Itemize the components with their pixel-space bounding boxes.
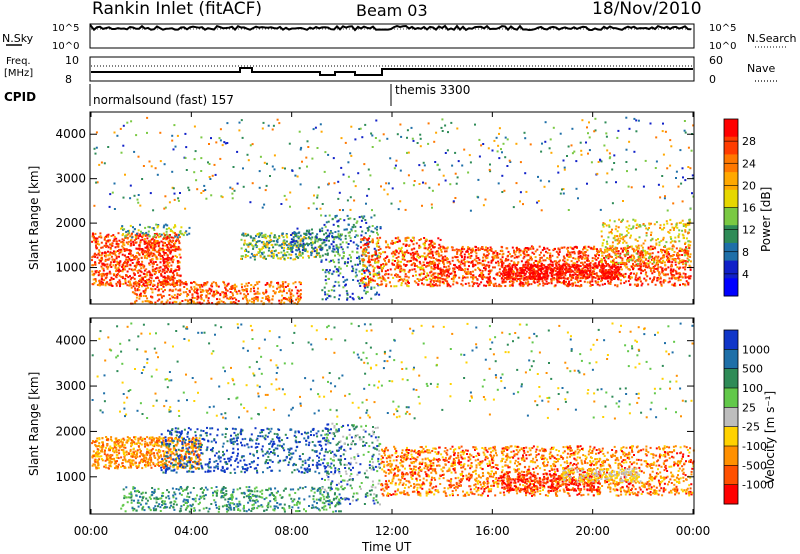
nave-tick-high: 60 [709,54,723,67]
velocity-ylabel: Slant Range [km] [27,372,41,476]
freq-tick-low: 8 [65,73,72,86]
colorbar-swatch [724,426,738,447]
colorbar-swatch [724,119,738,138]
colorbar-swatch [724,260,738,279]
colorbar-tick: 24 [742,157,756,170]
time-axis-label: Time UT [361,540,412,554]
colorbar-swatch [724,407,738,428]
cpid-bar: CPID normalsound (fast) 157 themis 3300 [4,83,470,107]
ytick-label: 4000 [55,334,86,348]
cpid-label: CPID [4,90,36,104]
colorbar-tick: 12 [742,224,756,237]
velocity-panel: 4000 3000 2000 1000 Slant Range [km] [27,317,695,515]
power-ylabel: Slant Range [km] [27,166,41,270]
colorbar-tick: 25 [742,401,756,414]
colorbar-swatch [724,368,738,389]
colorbar-swatch [724,349,738,370]
ytick-label: 3000 [55,379,86,393]
power-colorbar: 28 24 20 16 12 8 4 [723,118,756,297]
sky-noise-panel: N.Sky 10^5 10^0 10^5 10^0 N.Search [2,23,797,52]
ytick-label: 2000 [55,424,86,438]
nave-label: Nave [747,62,775,75]
sky-tick-low: 10^0 [52,41,79,52]
colorbar-tick: 20 [742,179,756,192]
colorbar-swatch [724,484,738,505]
ytick-label: 4000 [55,127,86,141]
velocity-data [91,322,695,513]
ytick-label: 2000 [55,216,86,230]
sky-tick-high: 10^5 [52,23,79,34]
search-tick-high: 10^5 [709,23,736,34]
colorbar-swatch [724,465,738,486]
xtick-label: 04:00 [174,524,209,538]
freq-unit: [MHz] [4,68,33,79]
colorbar-swatch [724,207,738,226]
xtick-label: 20:00 [575,524,610,538]
xtick-label: 00:00 [74,524,109,538]
colorbar-tick: 28 [742,135,756,148]
nave-tick-low: 0 [709,73,716,86]
search-noise-label: N.Search [747,32,797,45]
colorbar-swatch [724,189,738,208]
colorbar-tick: -25 [742,421,760,434]
xtick-label: 08:00 [274,524,309,538]
ytick-label: 3000 [55,172,86,186]
colorbar-tick: 8 [742,246,749,259]
colorbar-swatch [724,278,738,297]
colorbar-tick: -100 [742,440,767,453]
cpid-program-1: normalsound (fast) 157 [93,93,234,107]
colorbar-swatch [724,136,738,155]
cpid-program-2: themis 3300 [395,83,470,97]
frequency-trace [91,67,693,76]
colorbar-tick: 4 [742,268,749,281]
sky-noise-trace [90,23,692,32]
colorbar-swatch [724,446,738,466]
colorbar-tick: 100 [742,382,763,395]
velocity-colorbar-label: Velocity [m s⁻¹] [763,391,777,484]
ytick-label: 1000 [55,470,86,484]
colorbar-swatch [724,388,738,408]
colorbar-tick: -500 [742,459,767,472]
colorbar-tick: 16 [742,202,756,215]
colorbar-swatch [724,172,738,191]
colorbar-swatch [724,330,738,350]
colorbar-tick: 1000 [742,343,770,356]
freq-label: Freq. [6,56,31,67]
time-axis: 00:00 04:00 08:00 12:00 16:00 20:00 00:00 [74,112,711,538]
power-colorbar-label: Power [dB] [759,187,773,252]
colorbar-tick: -1000 [742,479,774,492]
beam-label: Beam 03 [356,1,428,20]
xtick-label: 12:00 [375,524,410,538]
ytick-label: 1000 [55,261,86,275]
velocity-colorbar: 1000 500 100 25 -25 -100 -500 -1000 [723,329,774,505]
power-data [91,116,695,306]
date-label: 18/Nov/2010 [592,0,702,19]
xtick-label: 16:00 [475,524,510,538]
plot-title: Rankin Inlet (fitACF) [92,0,262,19]
xtick-label: 00:00 [676,524,711,538]
colorbar-tick: 500 [742,363,763,376]
sky-noise-label: N.Sky [2,32,34,45]
search-tick-low: 10^0 [709,41,736,52]
frequency-panel: Freq. [MHz] 10 8 60 0 Nave [4,54,778,86]
freq-tick-high: 10 [65,54,79,67]
power-panel: 4000 3000 2000 1000 Slant Range [km] [27,111,695,306]
colorbar-swatch [724,225,738,244]
